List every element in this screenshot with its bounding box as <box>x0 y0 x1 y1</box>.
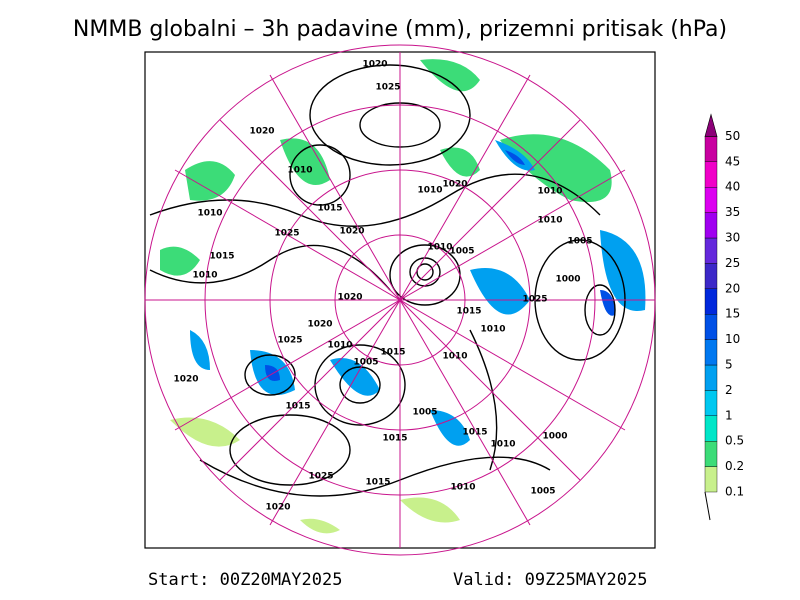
contour-label: 1015 <box>380 348 405 358</box>
colorbar-swatch <box>704 415 718 442</box>
isobar <box>229 414 351 486</box>
colorbar-label: 50 <box>725 129 740 143</box>
contour-label: 1015 <box>209 252 234 262</box>
colorbar-label: 40 <box>725 180 740 194</box>
contour-label: 1010 <box>490 440 515 450</box>
colorbar-label: 10 <box>725 332 740 346</box>
contour-label: 1020 <box>249 127 274 137</box>
contour-label: 1020 <box>307 320 332 330</box>
contour-label: 1005 <box>567 237 592 247</box>
graticule <box>144 44 656 556</box>
contour-label: 1005 <box>353 358 378 368</box>
contour-label: 1020 <box>265 503 290 513</box>
isobar <box>149 173 601 497</box>
contour-label: 1015 <box>317 204 342 214</box>
precipitation <box>160 59 646 534</box>
contour-label: 1000 <box>542 432 567 442</box>
contour-label: 1005 <box>412 408 437 418</box>
isobar <box>416 263 434 281</box>
contour-label: 1020 <box>362 60 387 70</box>
contour-label: 1000 <box>555 275 580 285</box>
start-time: Start: 00Z20MAY2025 <box>148 570 342 590</box>
isobar <box>289 144 351 206</box>
isobar <box>584 284 616 336</box>
contour-label: 1010 <box>480 325 505 335</box>
colorbar-label: 15 <box>725 307 740 321</box>
colorbar-swatch <box>704 466 718 493</box>
colorbar-swatch <box>704 237 718 264</box>
contour-label: 1020 <box>339 227 364 237</box>
colorbar-arrow <box>704 113 718 137</box>
colorbar-swatch <box>704 339 718 366</box>
colorbar-label: 1 <box>725 408 733 422</box>
colorbar-label: 30 <box>725 231 740 245</box>
title: NMMB globalni – 3h padavine (mm), prizem… <box>73 17 727 42</box>
colorbar-label: 20 <box>725 281 740 295</box>
contour-label: 1010 <box>427 243 452 253</box>
colorbar-swatch <box>704 390 718 416</box>
colorbar-swatch <box>704 263 718 289</box>
colorbar-label: 0.1 <box>725 485 744 499</box>
contour-label: 1025 <box>375 83 400 93</box>
contour-label: 1010 <box>197 209 222 219</box>
contour-label: 1025 <box>277 336 302 346</box>
contour-label: 1025 <box>274 229 299 239</box>
contour-label: 1010 <box>287 166 312 176</box>
contour-label: 1010 <box>327 341 352 351</box>
isobar <box>244 354 296 396</box>
contour-label: 1020 <box>337 293 362 303</box>
colorbar-swatch <box>704 288 718 315</box>
contour-label: 1010 <box>537 216 562 226</box>
contour-label: 1010 <box>192 271 217 281</box>
isobar <box>339 366 381 404</box>
colorbar-label: 0.2 <box>725 459 744 473</box>
colorbar-swatch <box>704 161 718 188</box>
contour-label: 1010 <box>442 352 467 362</box>
contour-label: 1010 <box>450 483 475 493</box>
colorbar-swatch <box>704 364 718 391</box>
colorbar-swatch <box>704 314 718 340</box>
colorbar-swatch <box>704 136 718 162</box>
contour-labels: 1020102510201010101510201010102010101010… <box>173 60 592 513</box>
colorbar-swatch <box>704 186 718 213</box>
colorbar-label: 35 <box>725 205 740 219</box>
contour-label: 1015 <box>462 428 487 438</box>
colorbar-label: 45 <box>725 154 740 168</box>
colorbar-label: 0.5 <box>725 434 744 448</box>
isobar <box>309 64 471 166</box>
meridian <box>174 169 626 431</box>
colorbar-swatch <box>704 212 718 239</box>
contour-label: 1020 <box>442 180 467 190</box>
contour-label: 1015 <box>365 478 390 488</box>
contour-label: 1020 <box>173 375 198 385</box>
colorbar-swatch <box>704 441 718 467</box>
contour-label: 1005 <box>449 247 474 257</box>
colorbar-label: 25 <box>725 256 740 270</box>
contour-label: 1005 <box>530 487 555 497</box>
rain-area <box>170 417 460 534</box>
contour-label: 1015 <box>285 402 310 412</box>
colorbar-tail <box>704 491 711 521</box>
contour-label: 1025 <box>522 295 547 305</box>
contour-label: 1010 <box>537 187 562 197</box>
contour-label: 1025 <box>308 472 333 482</box>
map: 1020102510201010101510201010102010101010… <box>144 44 656 556</box>
valid-time: Valid: 09Z25MAY2025 <box>453 570 647 590</box>
colorbar-label: 5 <box>725 358 733 372</box>
contour-label: 1015 <box>382 434 407 444</box>
contour-label: 1015 <box>456 307 481 317</box>
colorbar-label: 2 <box>725 383 733 397</box>
contour-label: 1010 <box>417 186 442 196</box>
